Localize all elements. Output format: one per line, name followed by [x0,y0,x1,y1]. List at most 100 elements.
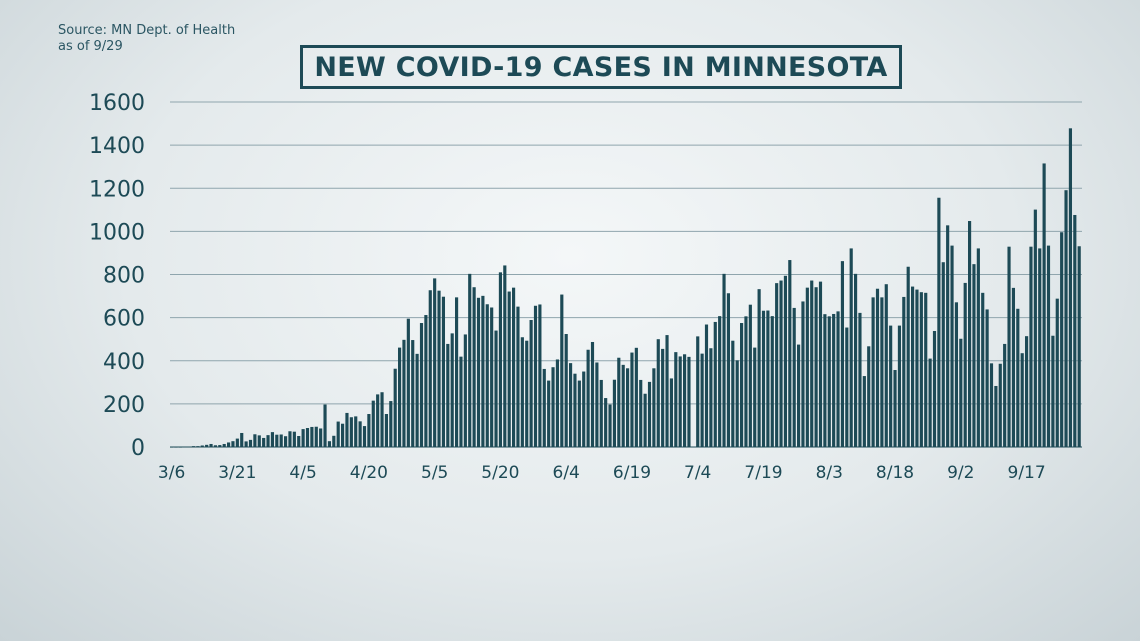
source-note: Source: MN Dept. of Health as of 9/29 [58,23,235,55]
bar [621,364,625,447]
bar [577,380,581,447]
bar [573,373,577,447]
bar [880,297,884,447]
bar [599,379,603,447]
bar [849,248,853,447]
bar [520,337,524,447]
bar [889,325,893,447]
bar [985,309,989,447]
bar [989,363,994,447]
bar [858,312,862,447]
bar [213,445,218,447]
bar [893,370,897,447]
bar [305,428,310,447]
bar [718,316,722,447]
bar [459,356,463,447]
bar [897,325,902,447]
bar [1007,246,1011,447]
bar [590,341,595,447]
bar [875,288,880,447]
bar [441,296,446,447]
bar [827,316,831,447]
bar [472,287,476,447]
bar [845,327,849,447]
bar [235,438,239,447]
bar [270,432,275,447]
y-tick-label: 1600 [89,91,145,116]
bar [972,264,976,447]
bar [1064,190,1068,447]
bar [1003,343,1007,447]
bar [757,289,761,447]
bar [455,297,459,447]
bar [481,295,485,447]
bar [854,273,858,447]
bar [1051,335,1055,447]
bar [415,353,419,447]
bar [652,368,656,447]
x-tick-label: 3/21 [218,463,256,483]
bar [775,283,779,448]
bar [612,379,617,447]
bar [626,368,630,447]
bar [503,265,507,447]
bar [906,266,910,447]
bar [525,340,529,447]
bar [814,287,818,447]
x-tick-label: 6/19 [613,463,651,483]
bar [630,352,634,447]
bar [669,378,674,447]
bar [836,311,840,447]
bar [735,360,739,447]
x-tick-label: 7/4 [684,463,711,483]
bar [411,340,415,447]
bar [582,371,586,447]
x-tick-label: 7/19 [744,463,782,483]
bar [319,428,323,447]
bar [700,353,704,447]
bar [253,434,257,447]
bar [332,435,336,447]
bar [419,323,424,447]
bar [297,436,301,447]
bar [248,439,253,447]
bar [928,358,932,447]
bar [823,314,827,447]
bar [1020,353,1024,447]
bar [463,334,467,447]
bar [832,313,836,447]
bar [1068,128,1073,447]
bar [490,307,494,447]
bar [498,272,503,447]
bar [446,343,450,447]
bar [275,434,279,447]
bar [402,339,406,447]
x-tick-label: 4/20 [350,463,388,483]
y-tick-label: 200 [103,393,145,418]
bar [362,426,367,447]
bar [976,248,980,447]
y-tick-label: 1200 [89,177,145,202]
bar [770,316,774,447]
bar [450,333,454,447]
bar [867,346,871,447]
bar [262,437,266,447]
y-tick-label: 400 [103,350,145,375]
bar [1011,287,1016,447]
bar [722,273,726,447]
bar [376,394,380,447]
bar [656,339,660,447]
bar [941,262,945,447]
bar [301,429,305,447]
bar [761,310,766,447]
bar [327,441,332,447]
bar [384,414,389,447]
bar [871,297,875,447]
bar [538,304,542,447]
bar [696,336,700,447]
bar [924,292,928,447]
bar [371,400,375,447]
bar [284,436,288,447]
bar [560,294,564,447]
bar [994,385,998,447]
